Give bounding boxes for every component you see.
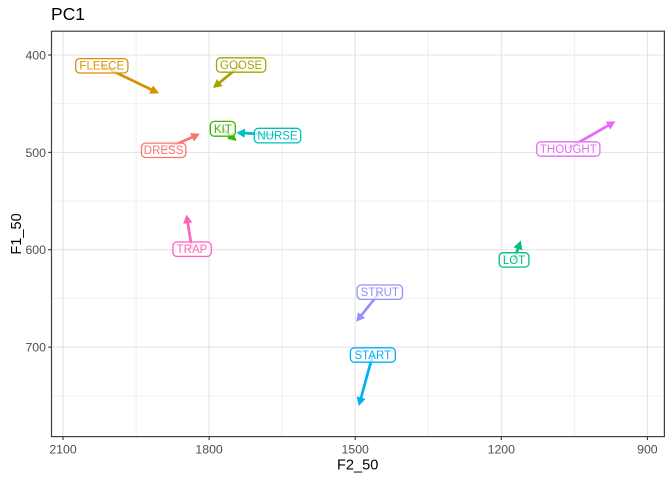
svg-text:700: 700 (25, 341, 46, 355)
svg-text:DRESS: DRESS (144, 145, 184, 157)
svg-text:2100: 2100 (49, 442, 77, 456)
svg-text:1800: 1800 (195, 442, 223, 456)
svg-text:FLEECE: FLEECE (79, 61, 124, 73)
svg-text:START: START (354, 350, 391, 362)
svg-text:LOT: LOT (503, 255, 525, 267)
svg-text:1500: 1500 (342, 442, 370, 456)
svg-text:900: 900 (637, 442, 658, 456)
svg-text:GOOSE: GOOSE (220, 60, 263, 72)
svg-text:THOUGHT: THOUGHT (540, 144, 597, 156)
svg-text:KIT: KIT (214, 124, 232, 136)
svg-text:400: 400 (25, 48, 46, 62)
svg-text:STRUT: STRUT (361, 287, 399, 299)
svg-text:1200: 1200 (488, 442, 516, 456)
svg-text:NURSE: NURSE (257, 131, 298, 143)
svg-text:PC1: PC1 (51, 4, 85, 24)
svg-text:F2_50: F2_50 (337, 458, 378, 474)
svg-text:F1_50: F1_50 (9, 213, 25, 254)
svg-text:500: 500 (25, 146, 46, 160)
svg-text:600: 600 (25, 243, 46, 257)
svg-text:TRAP: TRAP (177, 244, 208, 256)
